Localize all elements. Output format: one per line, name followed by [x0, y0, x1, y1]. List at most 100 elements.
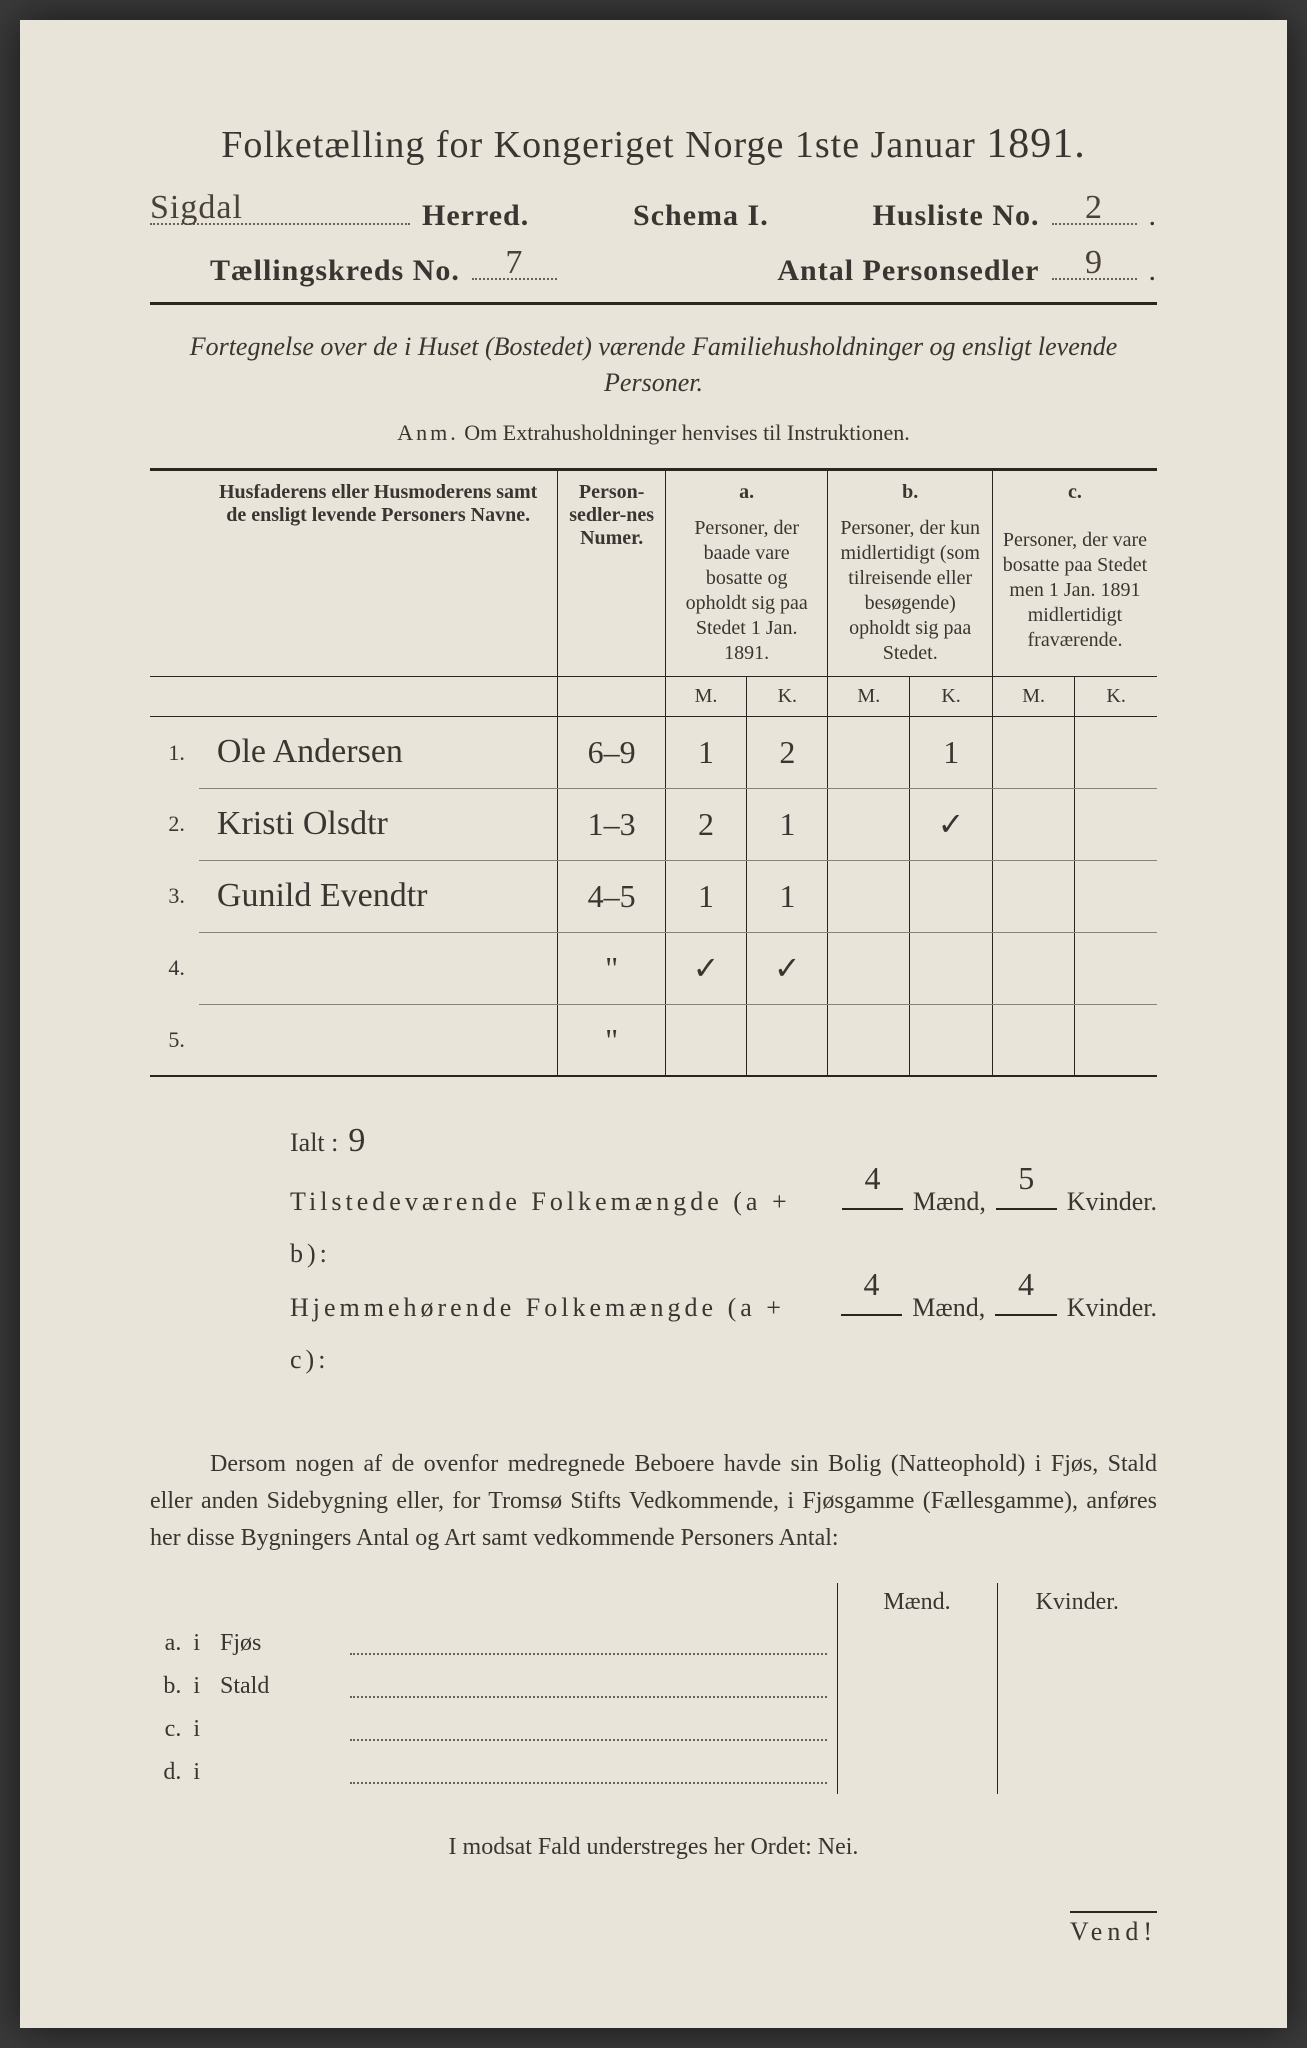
out-row-label: d. i	[150, 1751, 210, 1794]
out-hdr-kvinder: Kvinder.	[997, 1583, 1157, 1622]
row-number: 3.	[150, 860, 199, 932]
col-a-header: Personer, der baade vare bosatte og opho…	[665, 510, 828, 677]
table-row: 2.Kristi Olsdtr1–321✓	[150, 788, 1157, 860]
divider	[150, 302, 1157, 305]
b-k: 1	[910, 716, 993, 788]
outbuild-row: c. i	[150, 1708, 1157, 1751]
col-b-m: M.	[828, 676, 910, 716]
herred-field: Sigdal	[150, 192, 410, 225]
outbuilding-table: Mænd. Kvinder. a. iFjøsb. iStaldc. id. i	[150, 1583, 1157, 1794]
kreds-value: 7	[505, 244, 523, 282]
col-b-tag: b.	[828, 469, 992, 510]
c-k	[1075, 932, 1157, 1004]
page-title: Folketælling for Kongeriget Norge 1ste J…	[150, 120, 1157, 168]
c-m	[992, 788, 1074, 860]
sedler-field: 9	[1052, 247, 1137, 280]
herred-value: Sigdal	[150, 189, 243, 227]
out-row-maend	[837, 1622, 997, 1665]
out-row-dots	[350, 1622, 837, 1665]
out-row-label: a. i	[150, 1622, 210, 1665]
census-form-page: Folketælling for Kongeriget Norge 1ste J…	[20, 20, 1287, 2028]
out-row-label: c. i	[150, 1708, 210, 1751]
header-line-2: Tællingskreds No. 7 Antal Personsedler 9…	[150, 247, 1157, 288]
table-row: 5. "	[150, 1004, 1157, 1076]
a-k: 1	[747, 860, 828, 932]
out-hdr-maend: Mænd.	[837, 1583, 997, 1622]
out-row-dots	[350, 1708, 837, 1751]
a-m: 1	[665, 860, 746, 932]
outbuilding-paragraph: Dersom nogen af de ovenfor medregnede Be…	[150, 1446, 1157, 1558]
schema-label: Schema I.	[633, 199, 769, 233]
c-k	[1075, 860, 1157, 932]
out-row-label: b. i	[150, 1665, 210, 1708]
a-m	[665, 1004, 746, 1076]
out-row-dots	[350, 1665, 837, 1708]
vend-label: Vend!	[1070, 1911, 1157, 1947]
a-k: 2	[747, 716, 828, 788]
totals-block: Ialt : 9 Tilstedeværende Folkemængde (a …	[150, 1107, 1157, 1385]
ac-maend: 4	[841, 1280, 903, 1315]
personsedler-nums: "	[558, 932, 665, 1004]
table-row: 4."✓✓	[150, 932, 1157, 1004]
b-m	[828, 860, 910, 932]
b-k: ✓	[910, 788, 993, 860]
b-m	[828, 788, 910, 860]
row-number: 5.	[150, 1004, 199, 1076]
person-name	[199, 1004, 558, 1076]
ialt-value: 9	[348, 1107, 365, 1175]
person-name: Ole Andersen	[199, 716, 558, 788]
a-k: 1	[747, 788, 828, 860]
person-name: Gunild Evendtr	[199, 860, 558, 932]
personsedler-nums: 4–5	[558, 860, 665, 932]
husliste-field: 2	[1052, 192, 1137, 225]
c-m	[992, 860, 1074, 932]
out-row-maend	[837, 1708, 997, 1751]
out-row-kvinder	[997, 1665, 1157, 1708]
out-row-kind: Fjøs	[210, 1622, 350, 1665]
c-k	[1075, 1004, 1157, 1076]
kreds-label: Tællingskreds No.	[210, 254, 460, 288]
col-c-header: Personer, der vare bosatte paa Stedet me…	[992, 510, 1157, 677]
col-c-k: K.	[1075, 676, 1157, 716]
col-ps-header: Person-sedler-nes Numer.	[558, 469, 665, 676]
out-row-kind	[210, 1708, 350, 1751]
col-b-header: Personer, der kun midlertidigt (som tilr…	[828, 510, 992, 677]
personsedler-nums: 1–3	[558, 788, 665, 860]
c-m	[992, 932, 1074, 1004]
personsedler-nums: 6–9	[558, 716, 665, 788]
out-row-kvinder	[997, 1751, 1157, 1794]
table-row: 3.Gunild Evendtr4–511	[150, 860, 1157, 932]
ab-label: Tilstedeværende Folkemængde (a + b):	[290, 1176, 832, 1280]
ialt-label: Ialt :	[290, 1117, 338, 1169]
outbuild-row: a. iFjøs	[150, 1622, 1157, 1665]
out-row-kvinder	[997, 1622, 1157, 1665]
ac-label: Hjemmehørende Folkemængde (a + c):	[290, 1282, 831, 1386]
ab-maend: 4	[842, 1175, 903, 1210]
col-a-k: K.	[747, 676, 828, 716]
out-row-maend	[837, 1751, 997, 1794]
c-m	[992, 1004, 1074, 1076]
b-k	[910, 860, 993, 932]
husliste-value: 2	[1085, 189, 1103, 227]
col-c-tag: c.	[992, 469, 1157, 510]
person-name: Kristi Olsdtr	[199, 788, 558, 860]
sedler-label: Antal Personsedler	[777, 254, 1039, 288]
ab-kvinder: 5	[996, 1175, 1057, 1210]
out-row-kind	[210, 1751, 350, 1794]
kreds-field: 7	[472, 247, 557, 280]
a-m: 2	[665, 788, 746, 860]
b-k	[910, 1004, 993, 1076]
personsedler-nums: "	[558, 1004, 665, 1076]
out-row-dots	[350, 1751, 837, 1794]
title-main: Folketælling for Kongeriget Norge 1ste J…	[221, 124, 976, 166]
col-c-m: M.	[992, 676, 1074, 716]
out-row-kvinder	[997, 1708, 1157, 1751]
header-line-1: Sigdal Herred. Schema I. Husliste No. 2 …	[150, 192, 1157, 233]
out-row-kind: Stald	[210, 1665, 350, 1708]
c-k	[1075, 716, 1157, 788]
out-row-maend	[837, 1665, 997, 1708]
husliste-label: Husliste No.	[872, 199, 1039, 233]
c-m	[992, 716, 1074, 788]
a-m: ✓	[665, 932, 746, 1004]
b-m	[828, 716, 910, 788]
